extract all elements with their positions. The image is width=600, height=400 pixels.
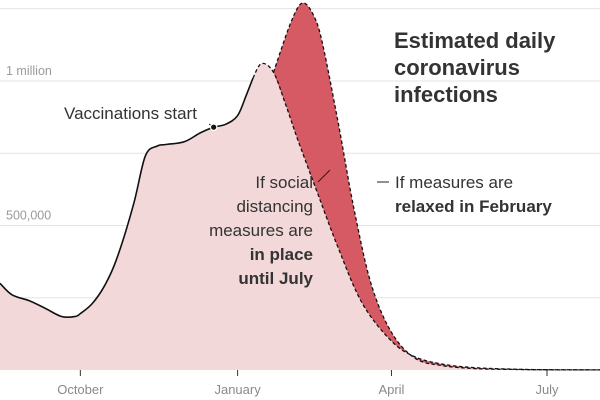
annotation-relaxed: If measures are relaxed in February — [395, 173, 552, 216]
y-tick-label: 1 million — [6, 64, 52, 78]
x-tick-label: January — [214, 382, 261, 397]
annotation-line: in place — [250, 245, 313, 264]
chart-title-text: Estimated daily coronavirus infections — [394, 28, 556, 107]
title-line: coronavirus — [394, 55, 520, 80]
vaccinations-marker — [209, 123, 218, 131]
annotation-line: If measures are — [395, 173, 513, 192]
annotation-line: distancing — [236, 197, 313, 216]
series-lines — [0, 2, 600, 371]
line-observed — [0, 77, 254, 319]
annotation-distancing: If social distancing measures are in place u… — [209, 173, 313, 288]
x-tick-label: October — [57, 382, 104, 397]
title-line: infections — [394, 82, 498, 107]
annotation-line: Vaccinations start — [64, 104, 197, 123]
y-axis-ticks: 500,000 1 million — [6, 64, 52, 223]
x-axis-ticks: October January April July — [57, 370, 559, 397]
title-line: Estimated daily — [394, 28, 556, 53]
annotation-vaccinations: Vaccinations start — [64, 104, 197, 123]
annotations: Vaccinations start If social distancing mea… — [62, 102, 552, 288]
annotation-line: measures are — [209, 221, 313, 240]
annotation-line: If social — [255, 173, 313, 192]
annotation-line: until July — [238, 269, 313, 288]
line-relaxed-february — [272, 2, 600, 371]
chart-title: Estimated daily coronavirus infections — [394, 28, 556, 107]
x-tick-label: July — [535, 382, 559, 397]
chart-areas — [0, 2, 600, 371]
y-tick-label: 500,000 — [6, 208, 51, 222]
annotation-line: relaxed in February — [395, 197, 552, 216]
area-distancing-in-place — [0, 63, 600, 371]
x-tick-label: April — [378, 382, 404, 397]
distancing-leader — [317, 169, 331, 183]
area-relaxed-february — [273, 2, 600, 370]
